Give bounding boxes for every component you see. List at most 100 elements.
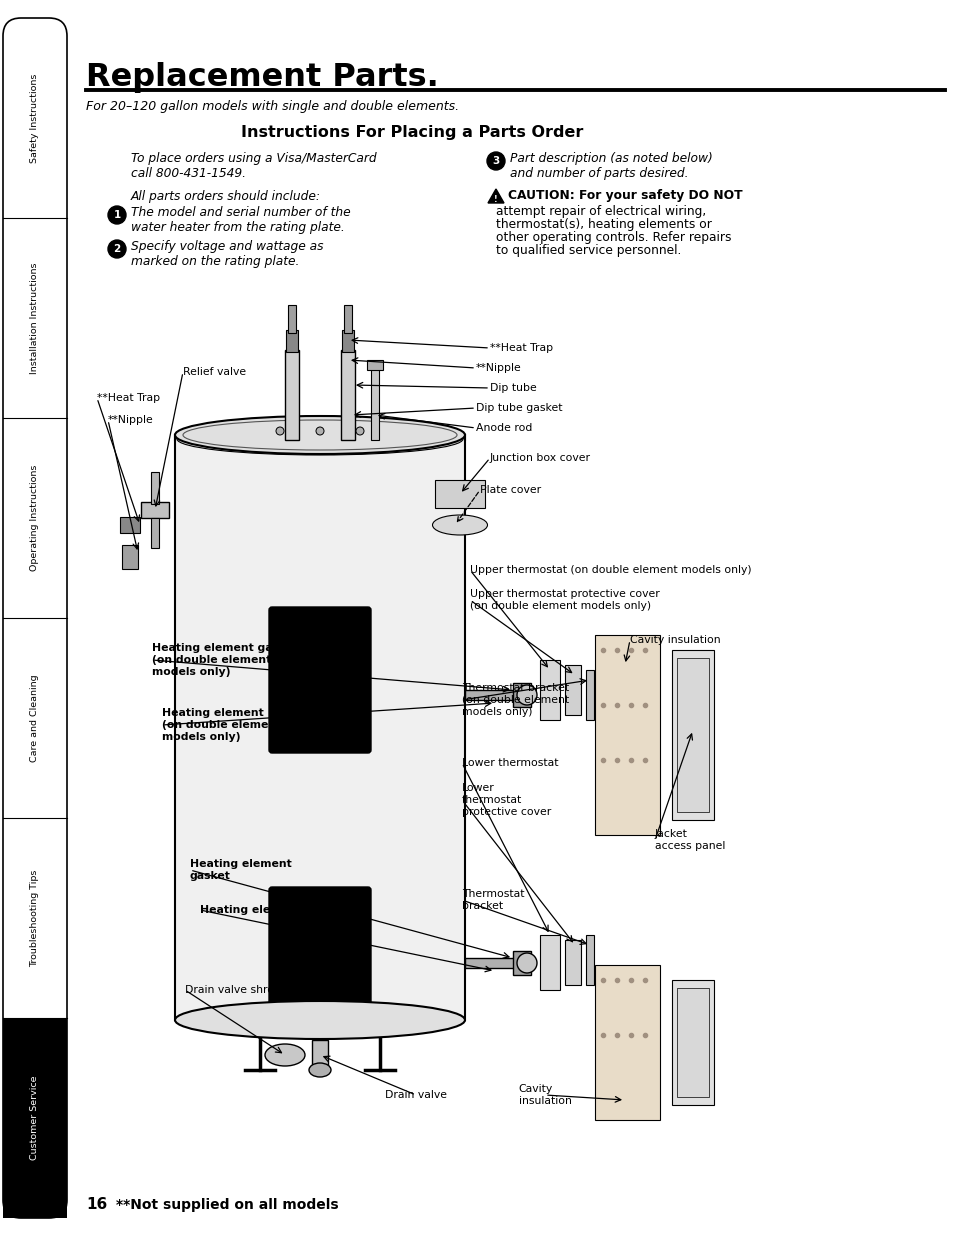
Bar [595,965,659,1120]
Text: **Not supplied on all models: **Not supplied on all models [116,1198,338,1212]
Ellipse shape [309,1063,331,1077]
Bar [585,671,594,720]
Text: Heating element gasket
(on double element
models only): Heating element gasket (on double elemen… [152,643,298,677]
Text: Drain valve: Drain valve [385,1091,447,1100]
Text: **Nipple: **Nipple [476,363,521,373]
Text: !: ! [494,194,497,204]
FancyBboxPatch shape [3,19,67,1218]
Bar [120,517,140,534]
Bar [464,690,519,700]
Text: Replacement Parts.: Replacement Parts. [86,62,438,93]
FancyBboxPatch shape [269,606,371,753]
Text: Care and Cleaning: Care and Cleaning [30,674,39,762]
Text: Installation Instructions: Installation Instructions [30,262,39,374]
Text: Troubleshooting Tips: Troubleshooting Tips [30,869,39,967]
Bar [464,958,519,968]
Circle shape [517,685,537,705]
Text: For 20–120 gallon models with single and double elements.: For 20–120 gallon models with single and… [86,100,458,112]
Text: Junction box cover: Junction box cover [490,453,590,463]
Bar [513,951,531,974]
Circle shape [108,240,126,258]
Text: Heating element
(on double element
models only): Heating element (on double element model… [162,709,281,741]
Text: Dip tube gasket: Dip tube gasket [476,403,562,412]
Text: **Heat Trap: **Heat Trap [97,393,160,403]
Text: To place orders using a Visa/MasterCard
call 800-431-1549.: To place orders using a Visa/MasterCard … [131,152,376,180]
Text: Customer Service: Customer Service [30,1076,39,1160]
Circle shape [315,427,324,435]
Bar [141,501,169,517]
Text: Heating element: Heating element [200,905,301,915]
Bar [539,659,559,720]
Bar [341,330,354,352]
Ellipse shape [174,1002,464,1039]
Ellipse shape [177,424,462,454]
Ellipse shape [174,416,464,454]
Text: Drain valve shroud: Drain valve shroud [185,986,288,995]
Bar [151,517,159,548]
Ellipse shape [432,515,487,535]
Circle shape [108,206,126,224]
Bar [174,435,464,1020]
Bar [288,305,295,333]
Text: Safety Instructions: Safety Instructions [30,73,39,163]
Bar [122,545,138,569]
Text: Cavity
insulation: Cavity insulation [518,1084,571,1105]
Bar [371,366,378,440]
Bar [585,935,594,986]
Bar [312,1040,328,1065]
Text: **Heat Trap: **Heat Trap [490,343,553,353]
Text: Lower
thermostat
protective cover: Lower thermostat protective cover [461,783,551,816]
Text: Cavity insulation: Cavity insulation [629,635,720,645]
Bar [564,664,580,715]
Text: Plate cover: Plate cover [479,485,540,495]
Circle shape [275,427,284,435]
Bar [513,683,531,706]
Text: Instructions For Placing a Parts Order: Instructions For Placing a Parts Order [241,125,583,140]
Bar [340,350,355,440]
Text: Dip tube: Dip tube [490,383,537,393]
Circle shape [486,152,504,170]
Text: Thermostat bracket
(on double element
models only): Thermostat bracket (on double element mo… [461,683,569,716]
Text: 3: 3 [492,156,499,165]
Text: Relief valve: Relief valve [183,367,246,377]
Bar [367,359,382,370]
Polygon shape [488,189,503,203]
Text: The model and serial number of the
water heater from the rating plate.: The model and serial number of the water… [131,206,351,233]
Text: Operating Instructions: Operating Instructions [30,464,39,571]
Text: Thermostat
bracket: Thermostat bracket [461,889,524,910]
FancyBboxPatch shape [269,887,371,1018]
Bar [435,480,484,508]
Text: **Nipple: **Nipple [108,415,153,425]
Text: 1: 1 [113,210,120,220]
Text: attempt repair of electrical wiring,: attempt repair of electrical wiring, [496,205,705,219]
Bar [564,940,580,986]
Bar [671,981,713,1105]
Text: to qualified service personnel.: to qualified service personnel. [496,245,680,257]
Text: 2: 2 [113,245,120,254]
Text: Heating element
gasket: Heating element gasket [190,860,292,881]
Text: Upper thermostat (on double element models only): Upper thermostat (on double element mode… [470,564,751,576]
Text: Lower thermostat: Lower thermostat [461,758,558,768]
Bar [677,988,708,1097]
Text: Jacket
access panel: Jacket access panel [655,829,724,851]
Bar [151,472,159,504]
Text: Upper thermostat protective cover
(on double element models only): Upper thermostat protective cover (on do… [470,589,659,611]
Bar [286,330,297,352]
Circle shape [355,427,364,435]
Bar [539,935,559,990]
Bar [3,1018,67,1218]
Bar [595,635,659,835]
Text: Anode rod: Anode rod [476,424,532,433]
Text: thermostat(s), heating elements or: thermostat(s), heating elements or [496,219,711,231]
Circle shape [517,953,537,973]
Bar [344,305,352,333]
Bar [285,350,298,440]
Text: other operating controls. Refer repairs: other operating controls. Refer repairs [496,231,731,245]
Bar [677,658,708,811]
Text: Part description (as noted below)
and number of parts desired.: Part description (as noted below) and nu… [510,152,712,180]
Ellipse shape [265,1044,305,1066]
Bar [671,650,713,820]
Text: All parts orders should include:: All parts orders should include: [131,190,320,203]
Text: 16: 16 [86,1198,107,1213]
Text: Specify voltage and wattage as
marked on the rating plate.: Specify voltage and wattage as marked on… [131,240,323,268]
